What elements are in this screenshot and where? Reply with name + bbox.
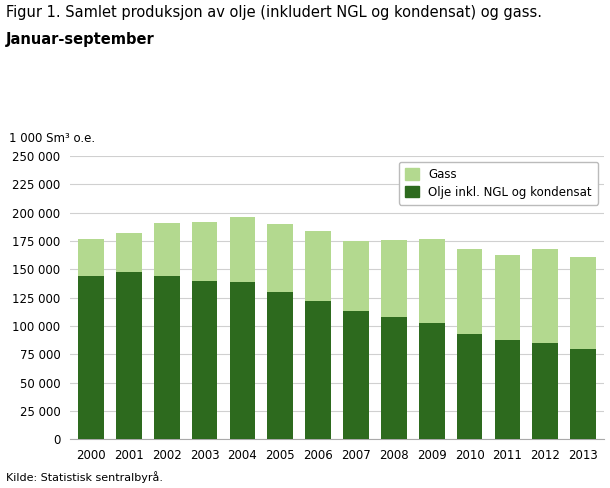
Bar: [116, 233, 142, 272]
Bar: [192, 281, 217, 439]
Bar: [116, 272, 142, 439]
Bar: [154, 223, 179, 276]
Bar: [267, 224, 293, 292]
Bar: [381, 240, 407, 317]
Bar: [343, 311, 369, 439]
Bar: [495, 340, 520, 439]
Bar: [570, 257, 596, 348]
Bar: [495, 255, 520, 340]
Bar: [533, 343, 558, 439]
Bar: [533, 249, 558, 343]
Text: Januar-september: Januar-september: [6, 32, 155, 47]
Text: Figur 1. Samlet produksjon av olje (inkludert NGL og kondensat) og gass.: Figur 1. Samlet produksjon av olje (inkl…: [6, 5, 542, 20]
Bar: [419, 323, 445, 439]
Bar: [154, 276, 179, 439]
Bar: [305, 231, 331, 301]
Bar: [305, 301, 331, 439]
Bar: [381, 317, 407, 439]
Bar: [457, 249, 483, 334]
Bar: [229, 217, 255, 282]
Bar: [343, 241, 369, 311]
Bar: [457, 334, 483, 439]
Bar: [192, 222, 217, 281]
Bar: [78, 239, 104, 276]
Text: 1 000 Sm³ o.e.: 1 000 Sm³ o.e.: [9, 132, 95, 145]
Bar: [229, 282, 255, 439]
Bar: [419, 239, 445, 323]
Bar: [570, 348, 596, 439]
Text: Kilde: Statistisk sentralbyrå.: Kilde: Statistisk sentralbyrå.: [6, 471, 163, 483]
Legend: Gass, Olje inkl. NGL og kondensat: Gass, Olje inkl. NGL og kondensat: [399, 162, 598, 204]
Bar: [267, 292, 293, 439]
Bar: [78, 276, 104, 439]
